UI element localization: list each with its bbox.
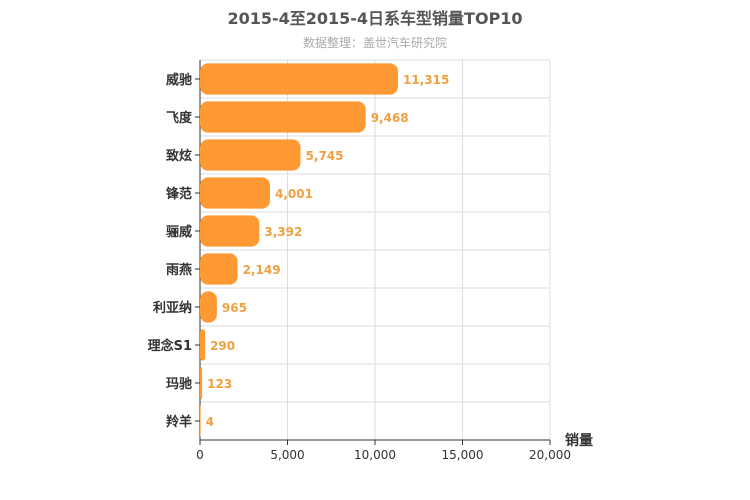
bar: [200, 101, 366, 133]
value-label: 5,745: [306, 149, 344, 163]
bar: [200, 63, 399, 95]
category-label: 飞度: [166, 110, 193, 126]
bar: [200, 405, 201, 437]
value-label: 3,392: [264, 225, 302, 239]
chart-title: 2015-4至2015-4日系车型销量TOP10: [227, 9, 523, 28]
value-label: 965: [222, 301, 247, 315]
value-label: 4: [206, 415, 214, 429]
bar: [200, 367, 203, 399]
category-label: 威驰: [166, 72, 192, 88]
x-tick-label: 10,000: [354, 448, 396, 462]
category-label: 骊威: [166, 224, 192, 240]
category-label: 羚羊: [166, 414, 192, 430]
value-label: 290: [210, 339, 235, 353]
x-tick-label: 5,000: [270, 448, 304, 462]
category-label: 理念S1: [148, 338, 192, 354]
bar: [200, 329, 206, 361]
x-tick-label: 15,000: [442, 448, 484, 462]
bar: [200, 139, 301, 171]
category-label: 雨燕: [166, 262, 192, 278]
category-label: 锋范: [166, 186, 192, 202]
bar: [200, 253, 238, 285]
value-label: 11,315: [403, 73, 449, 87]
bar: [200, 291, 217, 323]
value-label: 9,468: [371, 111, 409, 125]
bar: [200, 215, 260, 247]
value-label: 123: [207, 377, 232, 391]
value-label: 2,149: [243, 263, 281, 277]
value-label: 4,001: [275, 187, 313, 201]
x-tick-label: 20,000: [529, 448, 571, 462]
category-label: 玛驰: [166, 377, 192, 392]
bar: [200, 177, 271, 209]
category-label: 致炫: [166, 148, 192, 164]
x-tick-label: 0: [196, 448, 204, 462]
chart-subtitle: 数据整理：盖世汽车研究院: [302, 36, 447, 50]
category-label: 利亚纳: [153, 300, 192, 316]
x-axis-title: 销量: [565, 432, 593, 449]
